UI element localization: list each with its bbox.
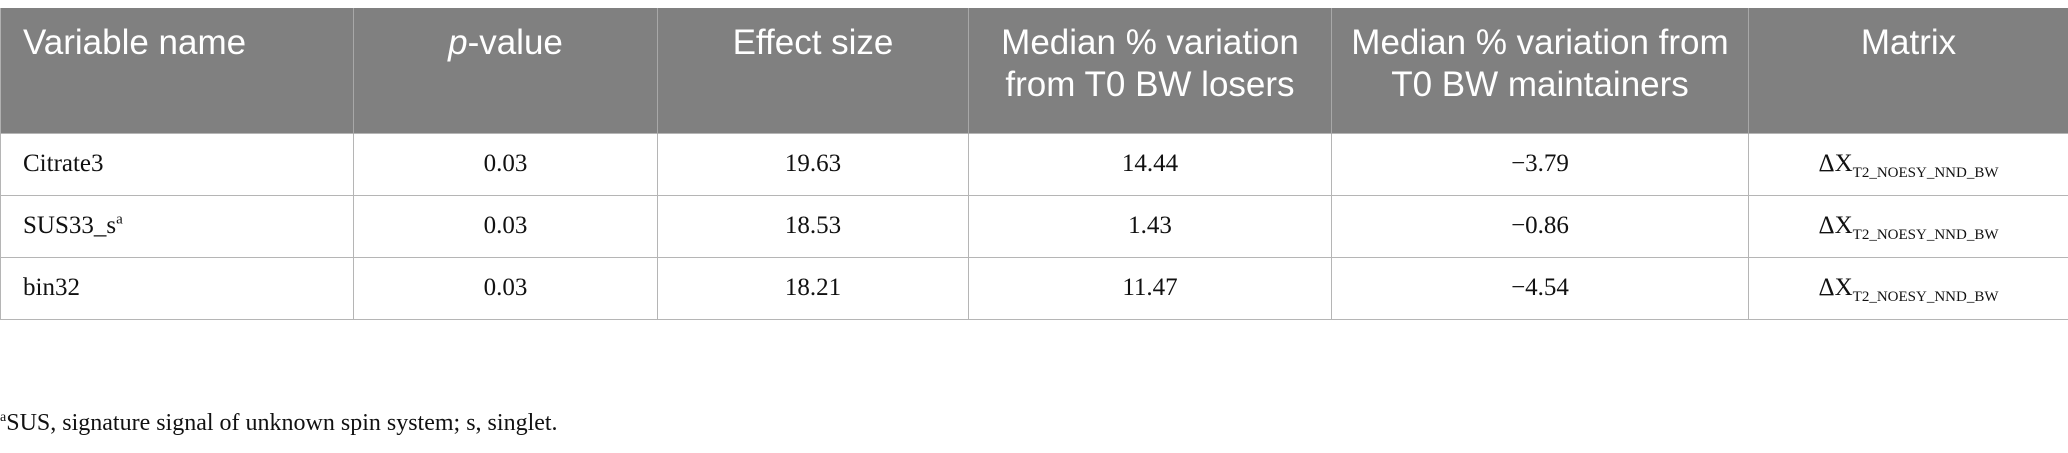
footnote-text: SUS, signature signal of unknown spin sy… <box>6 410 558 436</box>
cell-variable-name: Citrate3 <box>0 132 354 196</box>
cell-effect-size: 18.53 <box>657 194 969 258</box>
matrix-subscript: T2_NOESY_NND_BW <box>1852 165 1999 181</box>
table-footnote: aSUS, signature signal of unknown spin s… <box>0 410 558 437</box>
variable-name-text: bin32 <box>23 274 80 301</box>
header-matrix: Matrix <box>1748 8 2068 133</box>
table-row: bin32 0.03 18.21 11.47 −4.54 ΔXT2_NOESY_… <box>0 256 2068 320</box>
cell-median-losers: 14.44 <box>968 132 1332 196</box>
cell-p-value: 0.03 <box>353 194 658 258</box>
results-table-container: Variable name p-value Effect size Median… <box>0 8 2068 320</box>
header-variable-name: Variable name <box>0 8 354 133</box>
matrix-main: ΔX <box>1818 150 1853 177</box>
cell-variable-name: bin32 <box>0 256 354 320</box>
table-header-row: Variable name p-value Effect size Median… <box>0 8 2068 133</box>
table-row: SUS33_sa 0.03 18.53 1.43 −0.86 ΔXT2_NOES… <box>0 194 2068 258</box>
cell-median-maintainers: −3.79 <box>1331 132 1749 196</box>
cell-matrix: ΔXT2_NOESY_NND_BW <box>1748 132 2068 196</box>
cell-matrix: ΔXT2_NOESY_NND_BW <box>1748 194 2068 258</box>
cell-effect-size: 19.63 <box>657 132 969 196</box>
cell-median-maintainers: −0.86 <box>1331 194 1749 258</box>
cell-p-value: 0.03 <box>353 256 658 320</box>
header-p-rest: -value <box>467 23 563 62</box>
matrix-main: ΔX <box>1818 212 1853 239</box>
cell-p-value: 0.03 <box>353 132 658 196</box>
matrix-main: ΔX <box>1818 274 1853 301</box>
matrix-subscript: T2_NOESY_NND_BW <box>1852 227 1999 243</box>
footnote-marker: a <box>116 211 123 228</box>
header-p-letter: p <box>448 23 468 62</box>
results-table: Variable name p-value Effect size Median… <box>0 8 2068 320</box>
cell-variable-name: SUS33_sa <box>0 194 354 258</box>
cell-effect-size: 18.21 <box>657 256 969 320</box>
matrix-subscript: T2_NOESY_NND_BW <box>1852 289 1999 305</box>
variable-name-text: SUS33_s <box>23 212 117 239</box>
header-p-value: p-value <box>353 8 658 133</box>
header-effect-size: Effect size <box>657 8 969 133</box>
cell-median-maintainers: −4.54 <box>1331 256 1749 320</box>
footnote-marker: a <box>0 410 7 425</box>
cell-median-losers: 1.43 <box>968 194 1332 258</box>
cell-matrix: ΔXT2_NOESY_NND_BW <box>1748 256 2068 320</box>
header-median-losers: Median % variation from T0 BW losers <box>968 8 1332 133</box>
cell-median-losers: 11.47 <box>968 256 1332 320</box>
table-row: Citrate3 0.03 19.63 14.44 −3.79 ΔXT2_NOE… <box>0 132 2068 196</box>
variable-name-text: Citrate3 <box>23 150 104 177</box>
header-median-maintainers: Median % variation from T0 BW maintainer… <box>1331 8 1749 133</box>
